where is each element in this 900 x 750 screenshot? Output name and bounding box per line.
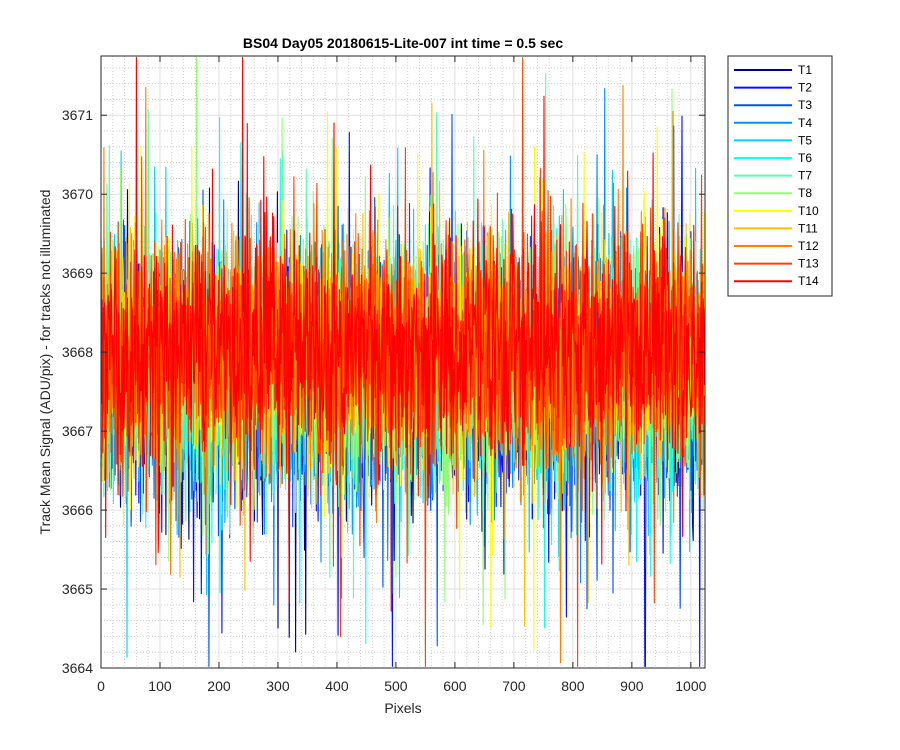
- y-tick-label: 3664: [62, 660, 93, 676]
- y-tick-label: 3670: [62, 186, 93, 202]
- legend-label-t4: T4: [798, 116, 812, 130]
- x-tick-label: 400: [325, 678, 349, 694]
- legend-label-t10: T10: [798, 204, 819, 218]
- legend: T1 T2 T3 T4 T5 T6 T7 T8 T10 T11 T12 T13 T14: [727, 55, 833, 297]
- x-tick-label: 600: [443, 678, 467, 694]
- y-tick-label: 3669: [62, 265, 93, 281]
- y-tick-label: 3665: [62, 581, 93, 597]
- plot-area-border: [100, 55, 706, 669]
- legend-label-t3: T3: [798, 98, 812, 112]
- legend-label-t12: T12: [798, 239, 819, 253]
- legend-label-t11: T11: [798, 221, 818, 235]
- y-tick-label: 3666: [62, 502, 93, 518]
- chart-title: BS04 Day05 20180615-Lite-007 int time = …: [243, 35, 563, 51]
- x-tick-label: 900: [620, 678, 644, 694]
- axis-ticks: [100, 56, 705, 669]
- y-tick-labels: 3664 3665 3666 3667 3668 3669 3670 3671: [62, 107, 93, 676]
- legend-label-t2: T2: [798, 81, 812, 95]
- legend-label-t6: T6: [798, 151, 812, 165]
- legend-label-t8: T8: [798, 186, 812, 200]
- y-axis-label: Track Mean Signal (ADU/pix) - for tracks…: [37, 190, 53, 535]
- x-tick-label: 100: [148, 678, 172, 694]
- x-tick-label: 0: [97, 678, 105, 694]
- legend-label-t13: T13: [798, 257, 819, 271]
- x-tick-label: 800: [561, 678, 585, 694]
- series-line-t14: [100, 57, 705, 612]
- legend-label-t5: T5: [798, 133, 812, 147]
- x-axis-label: Pixels: [384, 700, 421, 716]
- x-tick-label: 300: [266, 678, 290, 694]
- y-tick-label: 3671: [62, 107, 93, 123]
- x-tick-label: 500: [384, 678, 408, 694]
- x-tick-label: 200: [207, 678, 231, 694]
- series-layer: [100, 57, 705, 667]
- x-tick-label: 1000: [675, 678, 706, 694]
- y-tick-label: 3668: [62, 344, 93, 360]
- legend-label-t14: T14: [798, 274, 819, 288]
- x-tick-label: 700: [502, 678, 526, 694]
- x-tick-labels: 0 100 200 300 400 500 600 700 800 900 1000: [97, 678, 707, 694]
- legend-label-t1: T1: [798, 63, 812, 77]
- legend-label-t7: T7: [798, 169, 812, 183]
- y-tick-label: 3667: [62, 423, 93, 439]
